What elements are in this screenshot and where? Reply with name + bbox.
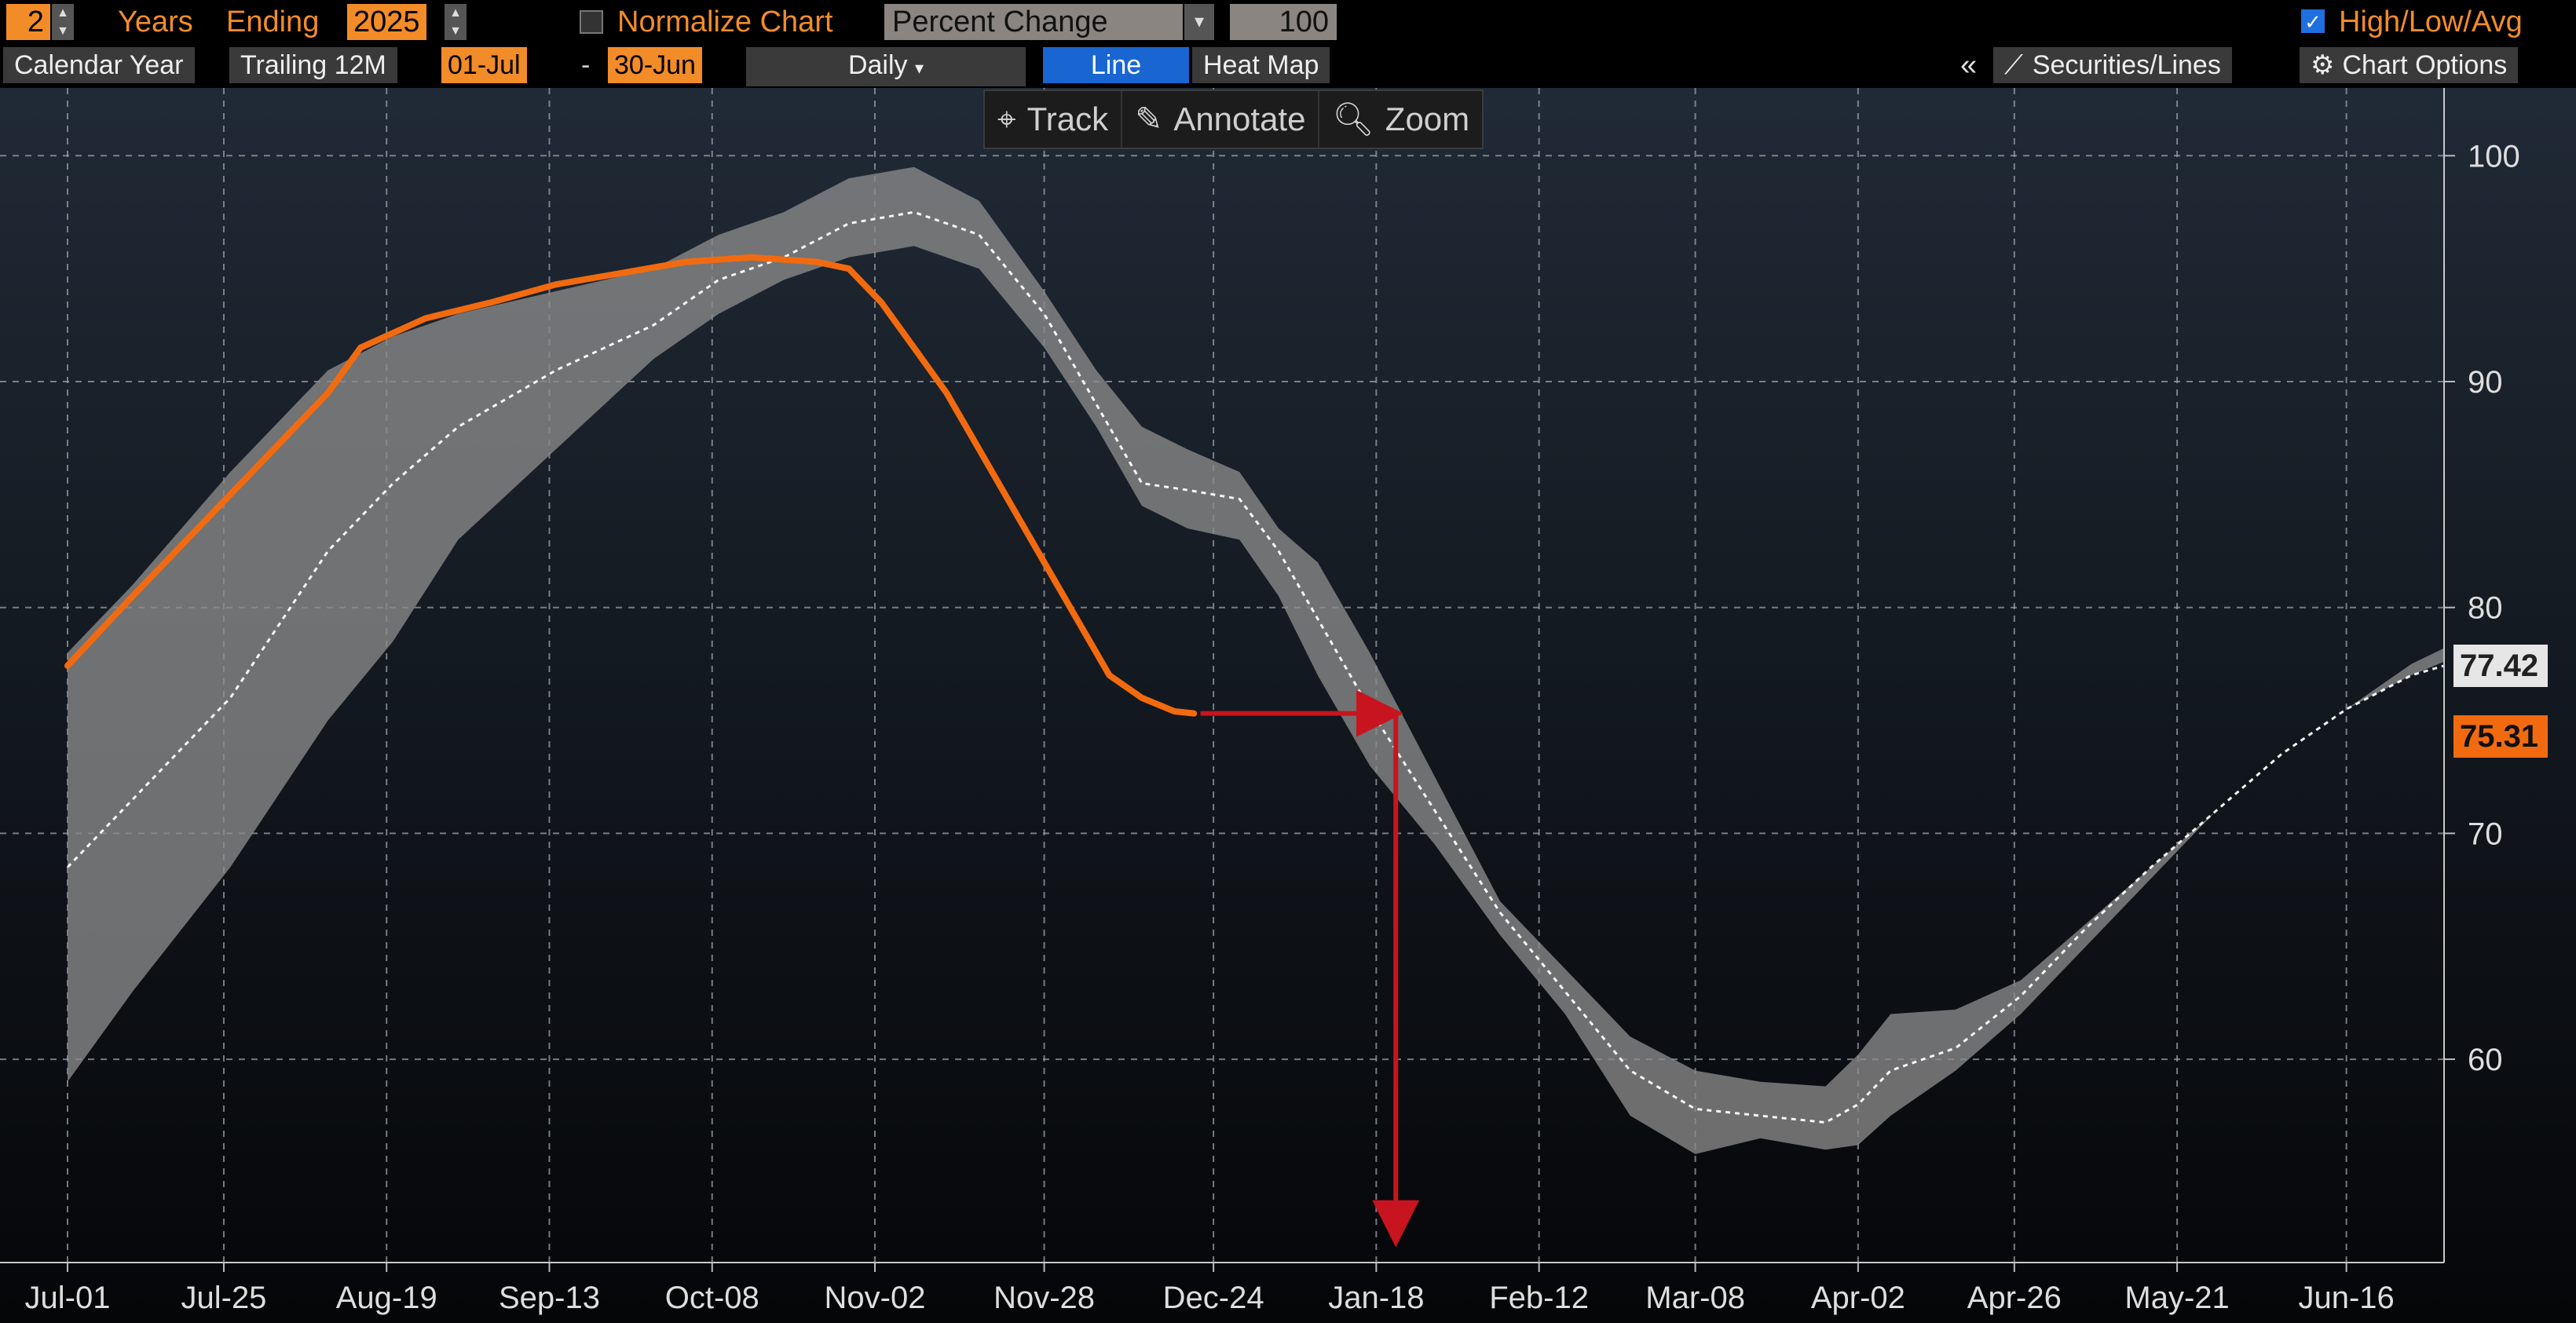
x-tick-label: Jun-16 [2298,1281,2394,1315]
series-lines [64,210,2445,1124]
normalize-checkbox[interactable] [580,10,603,34]
years-stepper[interactable]: ▲ ▼ [52,4,74,40]
mode-select[interactable]: Percent Change [884,4,1183,40]
annotate-label: Annotate [1173,101,1306,137]
normalize-label: Normalize Chart [617,5,833,38]
current-year-line [64,254,1198,717]
chevron-down-icon: ▾ [914,58,924,78]
current-last-value-tag: 75.31 [2453,714,2549,758]
chart-options-button[interactable]: ⚙ Chart Options [2300,47,2519,83]
annotations [1200,689,1420,1248]
to-date-input[interactable]: 30-Jun [608,47,702,83]
from-date-input[interactable]: 01-Jul [441,47,527,83]
down-arrow-icon[interactable]: ▼ [449,24,462,38]
avg-last-value-tag: 77.42 [2453,644,2549,687]
frequency-select[interactable]: Daily ▾ [746,47,1026,86]
collapse-icon[interactable]: « [1960,49,1978,82]
down-arrow-icon[interactable]: ▼ [57,24,69,38]
x-tick-label: Jul-01 [25,1281,111,1315]
x-tick-label: Nov-28 [993,1281,1095,1315]
track-label: Track [1026,101,1109,137]
line-view-button[interactable]: Line [1043,47,1189,83]
hla-label: High/Low/Avg [2339,5,2523,38]
x-tick-label: Apr-26 [1967,1281,2062,1315]
chart-options-label: Chart Options [2342,50,2508,80]
y-tick-label: 70 [2468,817,2503,851]
checkbox-checked-icon[interactable]: ✓ [2301,9,2325,33]
securities-label: Securities/Lines [2032,50,2221,80]
zoom-button[interactable]: 🔍︎ Zoom [1319,91,1482,148]
up-arrow-icon[interactable]: ▲ [57,6,69,20]
x-tick-label: Sep-13 [499,1281,600,1315]
average-line [66,210,2445,1124]
heat-map-button[interactable]: Heat Map [1192,47,1330,83]
frequency-value: Daily [847,50,908,80]
zoom-label: Zoom [1385,101,1470,137]
chevron-down-icon[interactable]: ▾ [1184,4,1214,40]
years-label: Years [118,5,193,38]
crosshair-icon: ⌖ [997,101,1016,137]
x-tick-label: May-21 [2124,1281,2229,1315]
magnifier-icon: 🔍︎ [1332,101,1374,137]
plot-background [0,88,2576,1323]
ending-label: Ending [226,5,320,38]
mode-select-value: Percent Change [892,5,1108,38]
x-tick-label: Mar-08 [1645,1281,1745,1315]
years-input[interactable]: 2 [6,4,50,40]
x-tick-label: Oct-08 [665,1281,759,1315]
trailing-12m-button[interactable]: Trailing 12M [229,47,397,83]
x-tick-label: Aug-19 [336,1281,437,1315]
ending-year-input[interactable]: 2025 [347,4,426,40]
y-tick-label: 90 [2468,365,2503,400]
securities-lines-button[interactable]: ⟋ Securities/Lines [1993,47,2232,83]
x-tick-label: Dec-24 [1163,1281,1264,1315]
y-tick-label: 100 [2468,139,2520,174]
y-tick-label: 60 [2468,1043,2503,1077]
line-chart-icon: ⟋ [2004,50,2023,80]
chart-tools: ⌖ Track ✎ Annotate 🔍︎ Zoom [983,90,1484,149]
annotate-button[interactable]: ✎ Annotate [1122,91,1320,148]
ending-stepper[interactable]: ▲ ▼ [445,4,467,40]
track-button[interactable]: ⌖ Track [985,91,1123,148]
y-tick-label: 80 [2468,591,2503,626]
up-arrow-icon[interactable]: ▲ [449,6,462,20]
chart-plot[interactable]: 60 70 80 90 100 Jul-01 Jul-25 Aug-19 Sep-13 Oct-… [0,88,2576,1323]
gear-icon: ⚙ [2311,50,2335,80]
base-value-input[interactable]: 100 [1230,4,1337,40]
y-axis: 60 70 80 90 100 [2443,88,2520,1263]
x-tick-label: Feb-12 [1489,1281,1589,1315]
x-tick-label: Nov-02 [825,1281,926,1315]
x-tick-label: Jan-18 [1328,1281,1424,1315]
date-separator: - [581,50,591,80]
calendar-year-button[interactable]: Calendar Year [3,47,195,83]
x-tick-label: Apr-02 [1811,1281,1905,1315]
x-tick-label: Jul-25 [181,1281,266,1315]
x-axis: Jul-01 Jul-25 Aug-19 Sep-13 Oct-08 Nov-02 Nov-… [0,1262,2444,1315]
pencil-icon: ✎ [1135,101,1163,137]
